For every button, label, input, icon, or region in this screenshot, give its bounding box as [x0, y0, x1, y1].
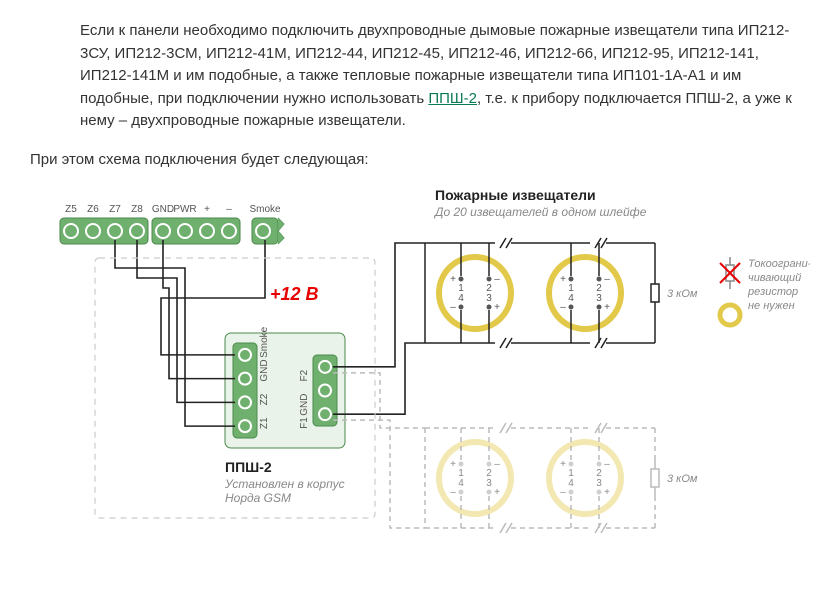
svg-text:GND: GND	[152, 204, 174, 215]
svg-text:4: 4	[568, 478, 574, 489]
svg-text:Z5: Z5	[65, 204, 77, 215]
svg-text:+12 В: +12 В	[270, 284, 319, 304]
ppsh-link[interactable]: ППШ-2	[428, 90, 477, 107]
svg-text:+: +	[450, 459, 456, 470]
svg-text:+: +	[494, 487, 500, 498]
svg-text:3 кОм: 3 кОм	[667, 473, 698, 485]
subheading: При этом схема подключения будет следующ…	[30, 151, 805, 168]
svg-text:–: –	[604, 274, 610, 285]
svg-text:–: –	[450, 302, 456, 313]
svg-text:До 20 извещателей в одном шлей: До 20 извещателей в одном шлейфе	[433, 205, 647, 219]
svg-text:–: –	[560, 487, 566, 498]
svg-text:3: 3	[486, 293, 492, 304]
svg-text:+: +	[450, 274, 456, 285]
svg-text:Норда GSM: Норда GSM	[225, 491, 291, 505]
svg-text:Smoke: Smoke	[259, 326, 270, 358]
svg-text:+: +	[604, 487, 610, 498]
svg-text:–: –	[494, 274, 500, 285]
svg-text:Z6: Z6	[87, 204, 99, 215]
svg-text:3 кОм: 3 кОм	[667, 288, 698, 300]
svg-text:3: 3	[596, 478, 602, 489]
svg-text:3: 3	[486, 478, 492, 489]
svg-text:4: 4	[458, 293, 464, 304]
svg-text:Установлен в корпус: Установлен в корпус	[224, 477, 345, 491]
svg-text:–: –	[494, 459, 500, 470]
svg-text:–: –	[604, 459, 610, 470]
svg-text:Smoke: Smoke	[249, 204, 281, 215]
svg-text:Z1: Z1	[259, 417, 270, 429]
svg-text:4: 4	[568, 293, 574, 304]
svg-text:+: +	[560, 459, 566, 470]
svg-text:Z2: Z2	[259, 393, 270, 405]
svg-text:GND: GND	[299, 393, 310, 415]
wiring-diagram: Z5Z6Z7Z8GNDPWR+–SmokeZ1Z2GNDSmokeF1GNDF2…	[30, 178, 810, 568]
svg-text:резистор: резистор	[747, 286, 798, 298]
svg-text:+: +	[204, 204, 210, 215]
svg-text:Z7: Z7	[109, 204, 121, 215]
svg-text:+: +	[604, 302, 610, 313]
intro-paragraph: Если к панели необходимо подключить двух…	[80, 20, 805, 133]
svg-text:ППШ-2: ППШ-2	[225, 459, 272, 475]
svg-text:4: 4	[458, 478, 464, 489]
svg-text:–: –	[450, 487, 456, 498]
svg-text:F1: F1	[299, 416, 310, 428]
svg-text:GND: GND	[259, 359, 270, 381]
svg-text:+: +	[560, 274, 566, 285]
svg-text:–: –	[560, 302, 566, 313]
svg-text:Пожарные извещатели: Пожарные извещатели	[435, 187, 596, 203]
svg-text:F2: F2	[299, 369, 310, 381]
svg-text:+: +	[494, 302, 500, 313]
svg-text:PWR: PWR	[173, 204, 196, 215]
svg-text:–: –	[226, 204, 232, 215]
svg-text:не нужен: не нужен	[748, 300, 795, 312]
svg-text:3: 3	[596, 293, 602, 304]
svg-text:Z8: Z8	[131, 204, 143, 215]
svg-text:Токоограни-: Токоограни-	[748, 258, 810, 270]
svg-text:чивающий: чивающий	[748, 272, 801, 284]
